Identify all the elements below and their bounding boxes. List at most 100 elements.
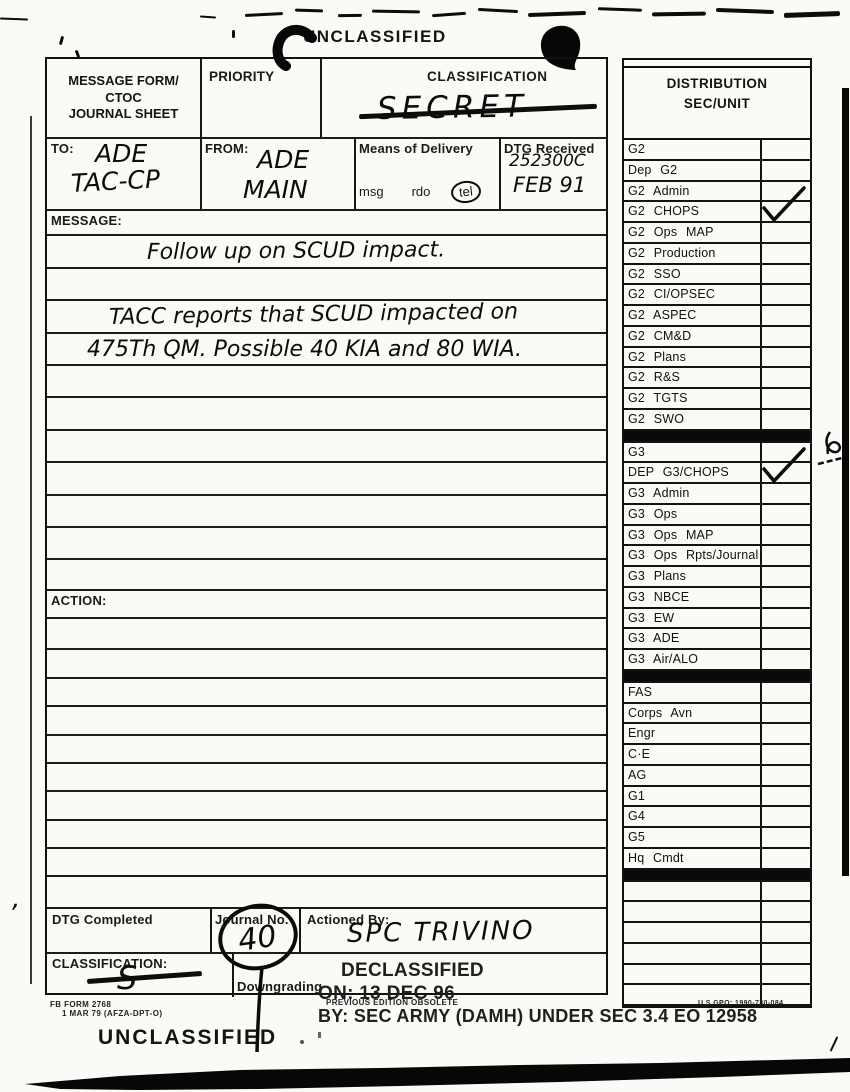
- distribution-check-cell: [762, 410, 810, 429]
- distribution-row: G2 CHOPS: [624, 186, 810, 223]
- ruled-line: [47, 299, 606, 301]
- from-label: FROM:: [205, 141, 249, 156]
- distribution-unit-label: G2 SWO: [624, 409, 762, 429]
- distribution-row: Dep G2: [624, 160, 810, 182]
- distribution-row: G3 Ops Rpts/Journal: [624, 546, 810, 567]
- delivery-option-rdo: rdo: [411, 184, 431, 199]
- scan-artifact-left-edge: [30, 116, 32, 984]
- distribution-unit-label: G3 Plans: [624, 567, 762, 586]
- distribution-unit-label: AG: [624, 765, 762, 785]
- scan-dot: [300, 1040, 304, 1044]
- to-label: TO:: [51, 141, 74, 156]
- ruled-line: [47, 494, 606, 496]
- ruled-line: [47, 429, 606, 431]
- scan-artifact-strip: [715, 7, 775, 15]
- ruled-line: [47, 526, 606, 528]
- distribution-row: [624, 881, 810, 903]
- distribution-unit-label: [624, 902, 762, 921]
- distribution-check-cell: [762, 745, 810, 764]
- distribution-unit-label: G2 Ops MAP: [624, 223, 762, 242]
- ruled-line: [47, 875, 606, 877]
- scan-artifact-strip: [477, 7, 519, 14]
- distribution-row: G2 ASPEC: [624, 306, 810, 327]
- divider: [200, 59, 202, 209]
- pen-crescent-mark: [272, 25, 317, 71]
- divider: [320, 59, 322, 137]
- distribution-row: G3 Admin: [624, 484, 810, 505]
- form-title: MESSAGE FORM/ CTOC JOURNAL SHEET: [47, 59, 202, 137]
- ruled-line: [47, 648, 606, 650]
- distribution-row: AG: [624, 765, 810, 787]
- distribution-unit-label: G3: [624, 442, 762, 462]
- distribution-unit-label: G2 SSO: [624, 264, 762, 284]
- distribution-section-divider: [624, 670, 810, 683]
- journal-no-circled-value: 40: [218, 903, 298, 1053]
- distribution-unit-label: G2: [624, 140, 762, 159]
- distribution-row: G5: [624, 828, 810, 849]
- ruled-line: [47, 847, 606, 849]
- distribution-row: G2 Plans: [624, 347, 810, 369]
- distribution-check-cell: [762, 650, 810, 669]
- ruled-line: [47, 364, 606, 366]
- strikethrough-mark: [86, 970, 203, 985]
- distribution-unit-label: G3 Air/ALO: [624, 650, 762, 669]
- distribution-check-cell: [762, 244, 810, 263]
- distribution-row: G2 TGTS: [624, 389, 810, 410]
- distribution-row: [624, 943, 810, 965]
- ruled-line: [47, 790, 606, 792]
- scan-artifact-strip: [651, 11, 707, 17]
- distribution-row: G2 Admin: [624, 181, 810, 203]
- distribution-row: [624, 902, 810, 923]
- divider: [47, 589, 606, 591]
- actioned-by-value: SPC TRIVINO: [346, 915, 535, 949]
- distribution-check-cell: [762, 484, 810, 503]
- scan-artifact-strip: [783, 11, 841, 18]
- distribution-check-cell: [762, 965, 810, 984]
- divider: [47, 952, 606, 954]
- distribution-unit-label: G3 Ops MAP: [624, 525, 762, 545]
- pen-squiggle-mark: [817, 431, 843, 466]
- distribution-unit-label: G2 Admin: [624, 181, 762, 201]
- distribution-row: G2: [624, 140, 810, 161]
- distribution-unit-label: G3 ADE: [624, 629, 762, 648]
- divider: [47, 234, 606, 236]
- ruled-line: [47, 558, 606, 560]
- distribution-check-cell: [762, 766, 810, 785]
- distribution-check-cell: [762, 849, 810, 868]
- actioned-by-label: Actioned By:: [307, 912, 390, 927]
- ruled-line: [47, 734, 606, 736]
- distribution-unit-label: G2 Plans: [624, 347, 762, 367]
- top-classification-banner: UNCLASSIFIED: [303, 27, 447, 46]
- distribution-row: G2 R&S: [624, 368, 810, 389]
- scan-speck: [232, 30, 235, 38]
- bottom-classification-label: CLASSIFICATION:: [52, 956, 168, 971]
- distribution-header-line1: DISTRIBUTION: [666, 76, 768, 91]
- scan-artifact-strip: [244, 12, 284, 17]
- scan-artifact-strip: [527, 10, 587, 18]
- divider: [232, 952, 234, 997]
- distribution-check-cell: [762, 724, 810, 743]
- checkmark-icon: [762, 186, 806, 223]
- divider: [47, 907, 606, 909]
- ruled-line: [47, 332, 606, 334]
- form-title-line1: MESSAGE FORM/: [68, 72, 179, 88]
- distribution-unit-label: C·E: [624, 745, 762, 764]
- distribution-row: G3 EW: [624, 608, 810, 630]
- from-value-line1: ADE: [257, 145, 310, 174]
- distribution-row: Corps Avn: [624, 703, 810, 725]
- distribution-row: G4: [624, 807, 810, 828]
- from-value-line2: MAIN: [243, 175, 308, 204]
- distribution-unit-label: [624, 923, 762, 942]
- ruled-line: [47, 396, 606, 398]
- message-line1: Follow up on SCUD impact.: [146, 237, 446, 265]
- distribution-row: [624, 923, 810, 944]
- distribution-header: DISTRIBUTION SEC/UNIT: [624, 60, 810, 140]
- distribution-unit-label: G2 ASPEC: [624, 306, 762, 325]
- distribution-check-cell: [762, 609, 810, 628]
- distribution-unit-label: G1: [624, 786, 762, 806]
- distribution-row: C·E: [624, 745, 810, 766]
- message-line2: TACC reports that SCUD impacted on: [108, 299, 519, 330]
- message-line3: 475Th QM. Possible 40 KIA and 80 WIA.: [87, 337, 523, 362]
- declassified-stamp-line2: ON: 13 DEC 96: [318, 983, 455, 1004]
- ruled-line: [47, 461, 606, 463]
